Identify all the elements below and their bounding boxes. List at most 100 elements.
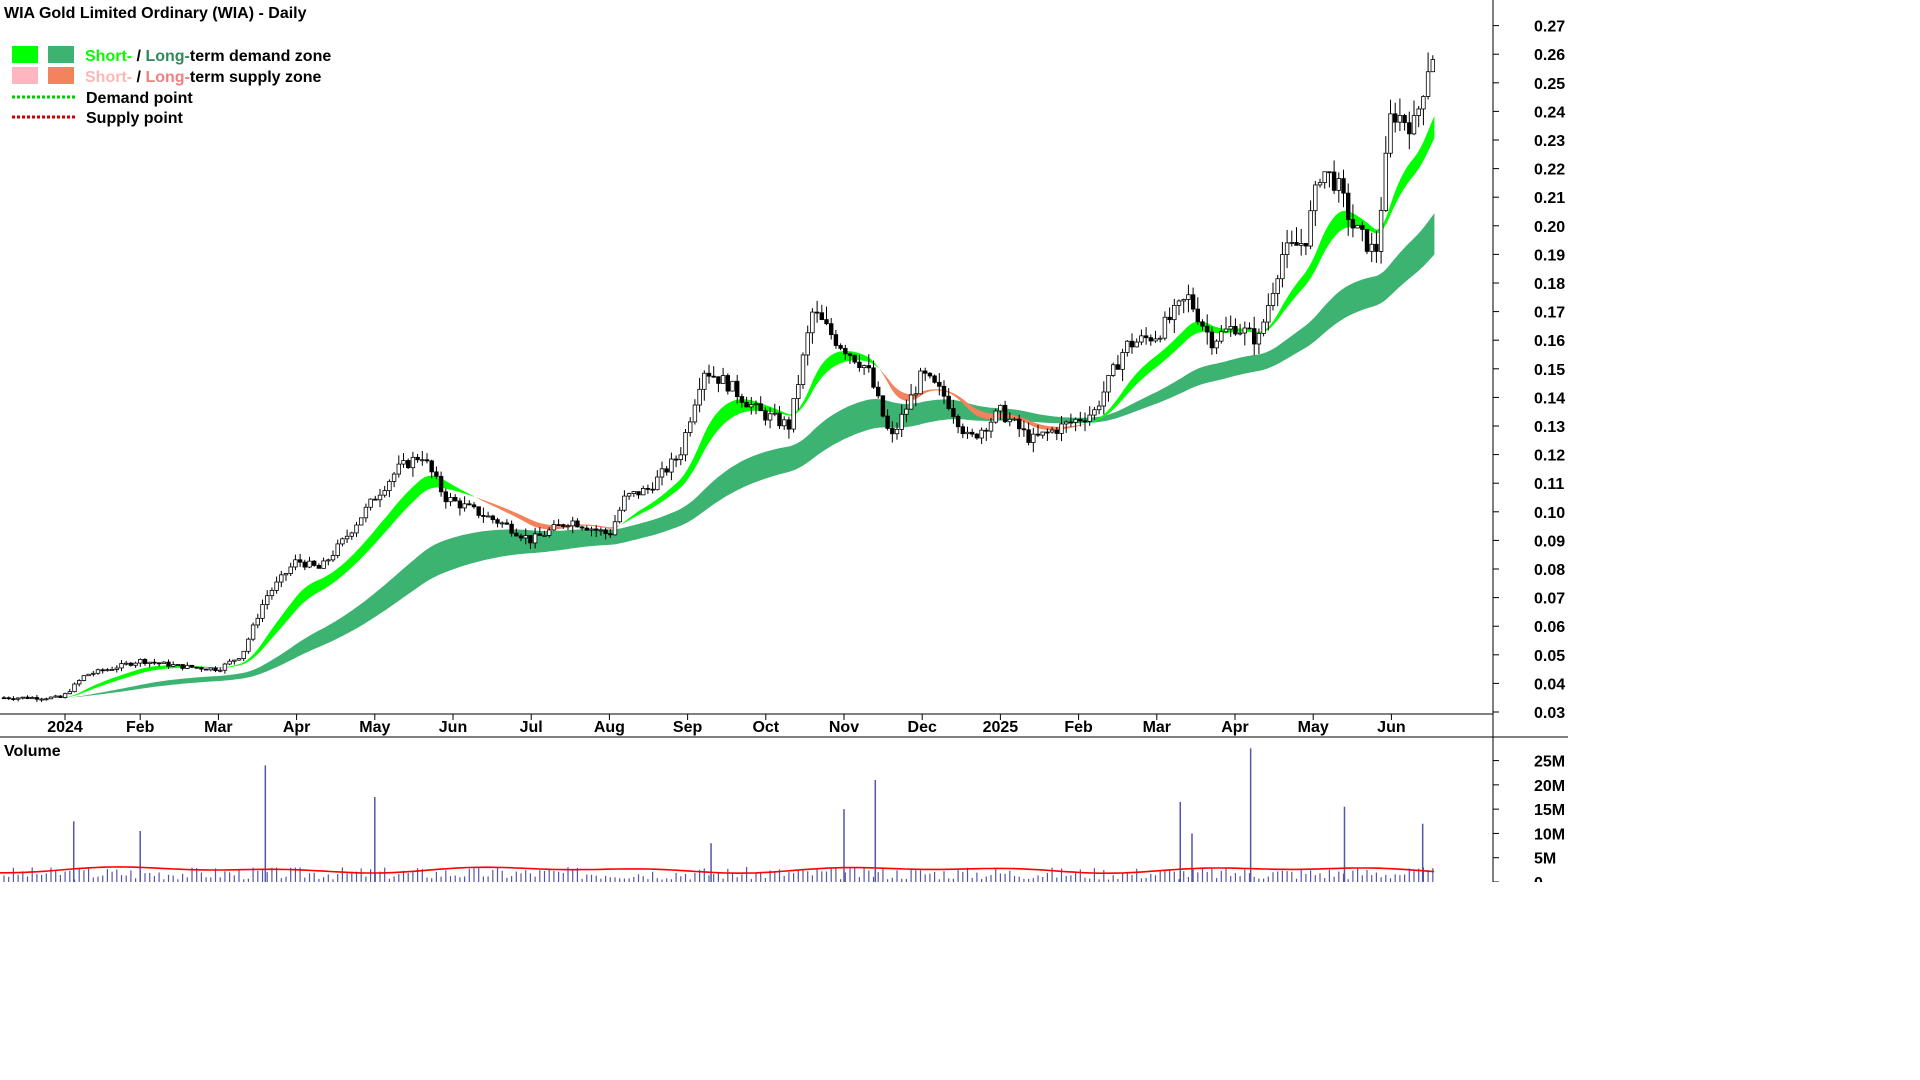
candle-body [471,504,477,508]
candle-body [481,514,486,517]
candle-body [1256,332,1262,345]
candle-body [814,311,820,314]
candle-body [30,697,35,700]
candle-body [283,573,289,576]
volume-average-line [0,866,1435,875]
candle-body [537,533,543,536]
y-tick-label: 0.25 [1534,76,1565,93]
y-tick-label: 0.06 [1534,619,1565,636]
candle-body [819,312,825,320]
candle-body [1139,335,1144,343]
candle-body [1355,224,1360,229]
candle-body [438,475,444,493]
candle-body [1153,338,1158,342]
candle-body [1270,293,1276,306]
candle-body [796,384,801,400]
candle-body [1346,192,1351,221]
legend-label: Short- / Long-term supply zone [85,69,322,86]
candle-body [476,506,481,516]
candle-body [1223,328,1229,333]
candle-body [128,662,134,666]
candle-body [626,493,632,497]
candle-body [1233,326,1238,335]
candle-body [547,529,552,536]
candle-body [876,386,881,397]
candle-body [1313,184,1318,212]
candle-body [1059,423,1064,434]
candle-body [894,428,900,435]
candle-body [1303,243,1309,247]
candle-body [218,669,223,672]
y-tick-label: 0.08 [1534,562,1565,579]
candle-body [1,697,7,700]
candle-body [716,376,721,384]
candle-body [1181,299,1186,302]
candle-body [255,617,261,626]
candle-body [988,421,994,432]
candle-body [1266,305,1271,323]
candle-body [1252,328,1257,345]
x-tick-label: 2025 [983,719,1019,736]
candle-body [1101,391,1107,407]
x-tick-label: May [1298,719,1329,736]
candle-body [1374,243,1379,252]
candle-body [48,696,54,700]
y-tick-label: 0.10 [1534,505,1565,522]
candle-body [1195,308,1201,323]
candle-body [1242,327,1248,334]
short-term-demand-zone [1089,116,1435,423]
candle-body [1341,178,1346,194]
candle-body [368,498,373,508]
candle-body [824,319,829,325]
candle-body [25,696,30,700]
candle-body [490,515,496,521]
candle-body [344,535,350,540]
candle-body [1322,171,1327,184]
y-tick-label: 0.11 [1534,476,1564,493]
y-tick-label: 0.05 [1534,648,1565,665]
candle-body [382,490,387,496]
candle-body [767,413,773,421]
candle-body [401,460,406,465]
y-tick-label: 0.21 [1534,190,1565,207]
candle-body [293,559,298,568]
candle-body [1082,420,1088,423]
candle-body [269,589,275,597]
candle-body [1167,316,1172,321]
candle-body [241,650,246,660]
candle-body [683,432,688,456]
candle-body [1214,340,1219,349]
candle-body [880,395,886,417]
candle-body [448,496,453,503]
candle-body [15,697,21,700]
volume-tick-label: 0 [1534,875,1543,882]
candle-body [500,522,505,525]
candle-body [279,574,284,583]
candle-body [504,522,510,525]
candle-body [1031,433,1036,443]
candle-body [1219,331,1224,342]
candle-body [109,669,115,671]
candle-body [443,491,449,503]
candle-body [763,410,768,421]
candle-body [1289,242,1295,244]
candle-body [424,459,430,462]
candle-body [1430,59,1436,73]
candle-body [62,693,68,698]
candle-body [749,404,754,408]
candle-body [105,669,110,672]
candle-body [645,488,651,490]
candle-body [927,372,933,377]
candle-body [406,460,411,469]
candle-body [612,521,618,536]
candle-body [373,498,378,501]
candle-body [377,494,383,501]
x-tick-label: Mar [1143,719,1171,736]
candle-body [171,664,176,667]
candle-body [199,667,204,670]
candle-body [11,698,16,700]
y-tick-label: 0.26 [1534,47,1565,64]
candle-body [523,535,528,539]
candle-body [688,421,693,433]
x-tick-label: Jun [1377,719,1405,736]
